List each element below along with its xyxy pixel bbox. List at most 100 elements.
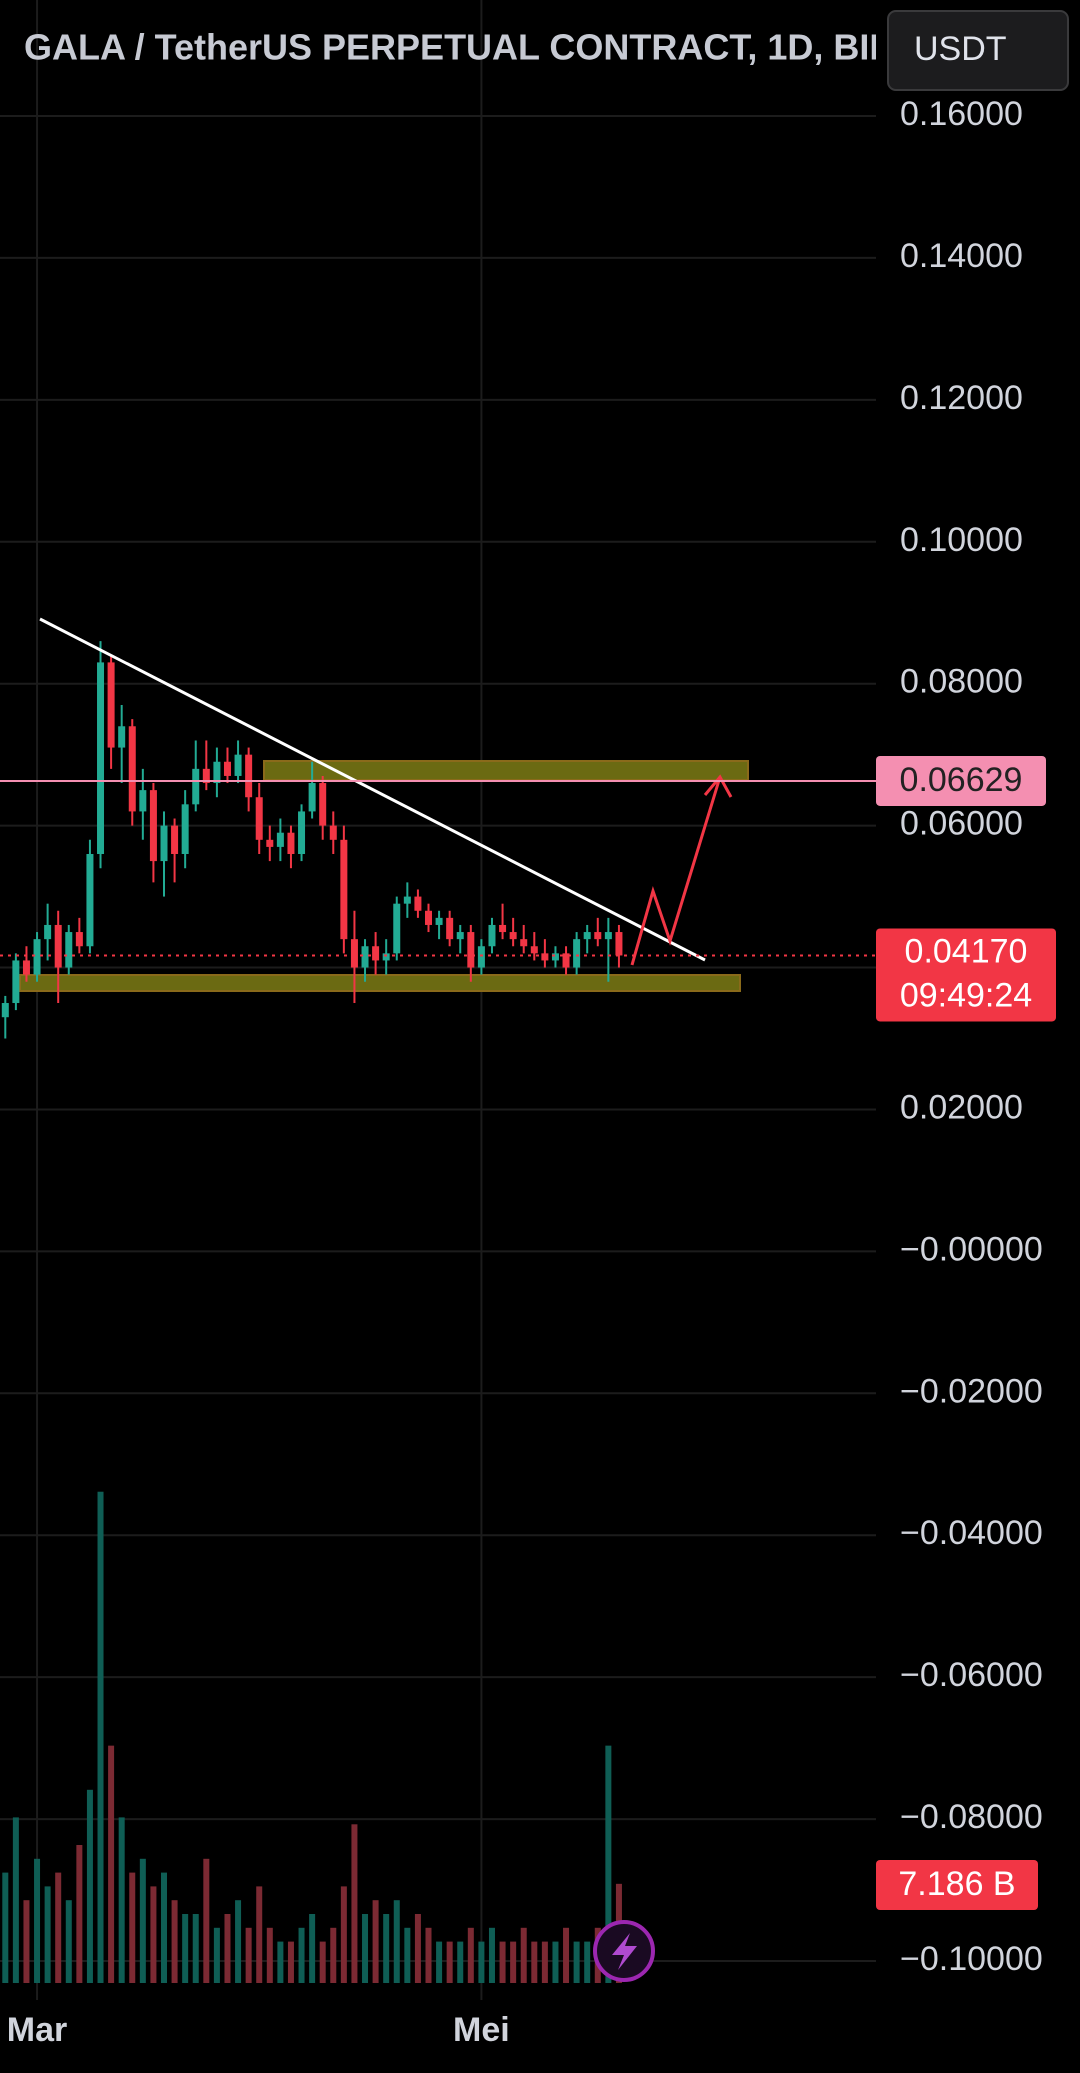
- volume-bar: [203, 1858, 210, 1983]
- volume-bar: [436, 1941, 443, 1983]
- volume-bar: [499, 1941, 506, 1983]
- last-price-tag: [876, 928, 1056, 1022]
- volume-bar: [277, 1941, 284, 1983]
- volume-bar: [224, 1914, 231, 1983]
- volume-bar: [425, 1927, 432, 1983]
- volume-bar: [372, 1900, 379, 1983]
- volume-bar: [44, 1886, 51, 1983]
- candle-body: [350, 939, 358, 968]
- candle-body: [181, 804, 189, 854]
- candle-body: [573, 939, 581, 968]
- candle-body: [403, 896, 411, 904]
- last-price-label: 0.04170: [905, 932, 1028, 970]
- y-tick-label: −0.04000: [900, 1514, 1043, 1552]
- candle-body: [382, 953, 390, 961]
- volume-bar: [393, 1900, 400, 1983]
- projection-path: [630, 776, 722, 966]
- volume-bar: [171, 1900, 178, 1983]
- candle-body: [213, 761, 221, 784]
- candle-body: [583, 932, 591, 940]
- candle-body: [54, 924, 62, 968]
- support-zone: [19, 974, 741, 992]
- candle-body: [520, 939, 528, 947]
- volume-bar: [129, 1872, 136, 1983]
- candle-body: [128, 726, 136, 812]
- candle-body: [139, 790, 147, 812]
- volume-bar: [256, 1886, 263, 1983]
- volume-bar: [76, 1845, 83, 1983]
- volume-bar: [414, 1914, 421, 1983]
- candle-body: [1, 1003, 9, 1018]
- volume-bar: [330, 1927, 337, 1983]
- y-tick-label: −0.02000: [900, 1372, 1043, 1410]
- y-tick-label: 0.12000: [900, 379, 1023, 417]
- candle-body: [65, 932, 73, 968]
- volume-bar: [213, 1927, 220, 1983]
- volume-bar: [404, 1927, 411, 1983]
- y-tick-label: 0.08000: [900, 663, 1023, 701]
- candle-body: [372, 946, 380, 961]
- candle-body: [467, 932, 475, 968]
- candle-body: [562, 953, 570, 968]
- volume-bar: [584, 1941, 591, 1983]
- candles: [1, 641, 623, 1039]
- volume-bar: [488, 1927, 495, 1983]
- volume-bar: [340, 1886, 347, 1983]
- volume-bar: [2, 1872, 9, 1983]
- candle-body: [319, 783, 327, 826]
- volume-bar: [287, 1941, 294, 1983]
- volume-bar: [192, 1914, 199, 1983]
- volume-bar: [65, 1900, 72, 1983]
- candle-body: [446, 917, 454, 940]
- candle-body: [202, 768, 210, 784]
- candle-body: [615, 932, 623, 956]
- y-tick-label: 0.16000: [900, 95, 1023, 133]
- candle-body: [276, 832, 284, 847]
- candle-body: [361, 946, 369, 968]
- volume-bar: [235, 1900, 242, 1983]
- candle-body: [298, 811, 306, 854]
- candle-body: [266, 839, 274, 847]
- volume-bar: [552, 1941, 559, 1983]
- candle-body: [551, 953, 559, 961]
- candle-body: [44, 924, 52, 940]
- volume-bar: [12, 1817, 19, 1983]
- candle-body: [541, 953, 549, 961]
- volume-bar: [182, 1914, 189, 1983]
- volume-bar: [541, 1941, 548, 1983]
- candle-body: [414, 896, 422, 911]
- volume-bar: [563, 1927, 570, 1983]
- volume-bar: [118, 1817, 125, 1983]
- candle-body: [477, 946, 485, 968]
- candle-body: [234, 754, 242, 776]
- candle-body: [149, 790, 157, 862]
- volume-pane: [2, 1491, 622, 1983]
- currency-button[interactable]: [887, 10, 1069, 91]
- volume-bar: [161, 1872, 167, 1983]
- candle-body: [86, 854, 94, 947]
- volume-bar: [446, 1941, 453, 1983]
- candle-body: [435, 917, 443, 925]
- trendline: [39, 617, 706, 962]
- volume-bar: [298, 1927, 305, 1983]
- candle-body: [509, 932, 517, 940]
- y-tick-label: 0.14000: [900, 237, 1023, 275]
- lightning-icon: [612, 1933, 637, 1970]
- candle-body: [456, 932, 464, 940]
- volume-bar: [108, 1745, 115, 1983]
- overlays: [0, 779, 876, 957]
- candle-body: [75, 932, 83, 947]
- candle-body: [223, 761, 231, 776]
- volume-bar: [383, 1914, 390, 1983]
- volume-bar: [150, 1886, 157, 1983]
- volume-bar: [605, 1745, 612, 1983]
- candle-body: [488, 924, 496, 947]
- y-tick-label: 0.02000: [900, 1088, 1023, 1126]
- volume-bar: [457, 1941, 464, 1983]
- currency-label[interactable]: USDT: [914, 30, 1007, 68]
- candle-body: [308, 783, 316, 812]
- volume-bar: [266, 1927, 273, 1983]
- candle-body: [245, 754, 253, 798]
- volume-bar: [467, 1927, 474, 1983]
